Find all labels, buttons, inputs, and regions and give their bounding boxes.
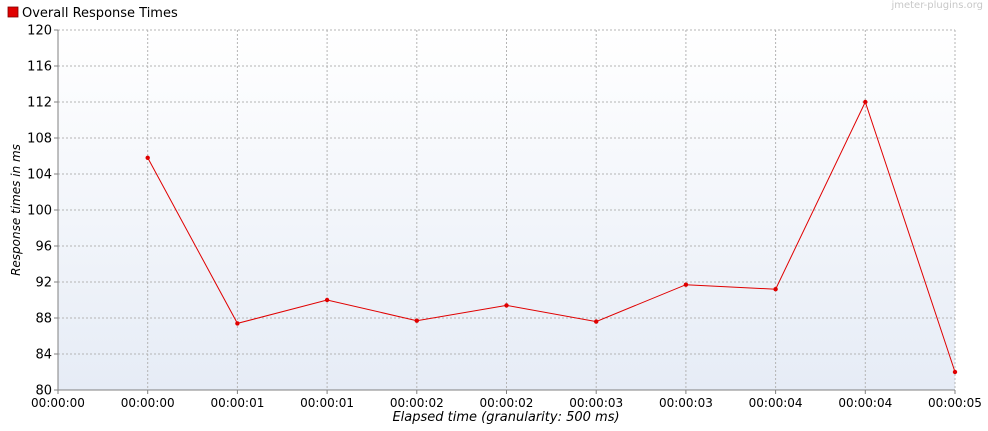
x-tick-label: 00:00:05 bbox=[928, 396, 982, 410]
x-tick-label: 00:00:04 bbox=[749, 396, 803, 410]
x-tick-label: 00:00:02 bbox=[390, 396, 444, 410]
tick-labels: 80 84 88 92 96 100 104 108 112 116 120 00:00:00 00:0… bbox=[27, 24, 982, 411]
y-tick-label: 80 bbox=[35, 384, 52, 399]
y-tick-label: 104 bbox=[27, 168, 52, 183]
x-tick-label: 00:00:01 bbox=[300, 396, 354, 410]
data-point bbox=[235, 321, 240, 326]
legend-label: Overall Response Times bbox=[22, 6, 178, 21]
x-tick-label: 00:00:00 bbox=[121, 396, 175, 410]
legend-swatch bbox=[7, 6, 19, 18]
data-point bbox=[414, 318, 419, 323]
y-tick-label: 96 bbox=[35, 240, 52, 255]
y-tick-label: 84 bbox=[35, 348, 52, 363]
watermark: jmeter-plugins.org bbox=[890, 0, 983, 11]
y-axis-label: Response times in ms bbox=[9, 144, 23, 276]
x-tick-label: 00:00:03 bbox=[569, 396, 623, 410]
data-point bbox=[952, 369, 958, 375]
x-tick-label: 00:00:04 bbox=[838, 396, 892, 410]
y-tick-label: 92 bbox=[35, 276, 52, 291]
data-point bbox=[683, 282, 689, 287]
grid-lines bbox=[58, 29, 956, 390]
y-tick-label: 88 bbox=[35, 312, 52, 327]
data-point bbox=[863, 99, 868, 105]
axes bbox=[54, 29, 956, 394]
y-tick-label: 116 bbox=[27, 60, 52, 75]
data-point bbox=[504, 303, 509, 308]
y-tick-label: 120 bbox=[27, 24, 52, 39]
x-tick-label: 00:00:03 bbox=[659, 396, 713, 410]
x-tick-label: 00:00:02 bbox=[480, 396, 534, 410]
x-tick-label: 00:00:01 bbox=[210, 396, 264, 410]
data-point bbox=[145, 155, 150, 160]
x-tick-label: 00:00:00 bbox=[31, 396, 85, 410]
x-axis-label: Elapsed time (granularity: 500 ms) bbox=[392, 410, 619, 425]
y-tick-label: 100 bbox=[27, 204, 52, 219]
y-tick-label: 108 bbox=[27, 132, 52, 147]
data-point bbox=[594, 319, 599, 324]
series-layer bbox=[145, 99, 958, 375]
data-point bbox=[773, 287, 778, 292]
data-point bbox=[324, 297, 330, 303]
series-line bbox=[147, 100, 956, 373]
y-tick-label: 112 bbox=[27, 96, 52, 111]
